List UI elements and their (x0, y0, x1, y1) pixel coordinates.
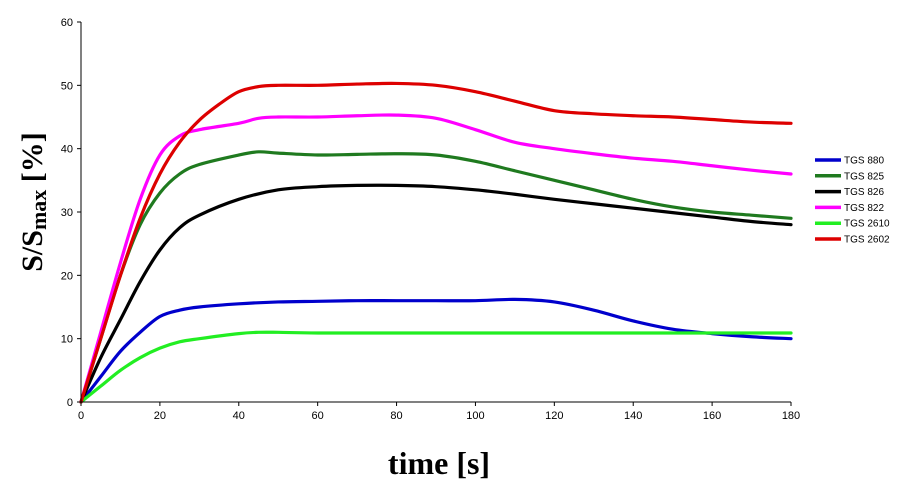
y-axis-title: S/Smax [%] (16, 132, 51, 272)
legend-label-tgs-880: TGS 880 (844, 156, 884, 167)
y-axis-title-suffix: [%] (16, 132, 49, 189)
legend-label-tgs-822: TGS 822 (844, 203, 884, 214)
x-tick-label: 160 (703, 410, 721, 422)
x-tick-label: 80 (390, 410, 402, 422)
x-tick-label: 140 (624, 410, 642, 422)
series-line-tgs-825 (79, 150, 793, 404)
series-line-tgs-822 (79, 113, 793, 404)
series-line-tgs-2610 (79, 330, 793, 404)
plot-area (81, 22, 791, 402)
x-tick-label: 60 (312, 410, 324, 422)
series-line-tgs-826 (79, 183, 793, 404)
y-tick-label: 0 (67, 397, 73, 409)
x-tick-label: 180 (782, 410, 800, 422)
y-tick-label: 10 (61, 334, 73, 346)
legend: TGS 880 TGS 825 TGS 826 TGS 822 TGS 2610 TGS … (815, 156, 890, 246)
series-line-tgs-2602 (79, 81, 793, 404)
series-layer (79, 81, 793, 404)
legend-label-tgs-2610: TGS 2610 (844, 219, 890, 230)
y-axis-title-main: S/S (16, 230, 49, 272)
y-tick-label: 60 (61, 17, 73, 29)
legend-label-tgs-825: TGS 825 (844, 171, 884, 182)
legend-label-tgs-826: TGS 826 (844, 187, 884, 198)
series-line-tgs-880 (79, 297, 793, 404)
y-axis-title-sub: max (26, 190, 51, 230)
x-tick-label: 40 (233, 410, 245, 422)
x-tick-label: 20 (154, 410, 166, 422)
legend-label-tgs-2602: TGS 2602 (844, 235, 890, 246)
y-tick-label: 30 (61, 207, 73, 219)
y-tick-label: 40 (61, 144, 73, 156)
x-tick-label: 0 (78, 410, 84, 422)
x-axis-title: time [s] (388, 445, 490, 481)
x-tick-label: 100 (466, 410, 484, 422)
x-tick-label: 120 (545, 410, 563, 422)
y-tick-label: 50 (61, 80, 73, 92)
plot-background (81, 22, 791, 402)
ticks-layer: 0 20 40 60 80 100 120 140 160 180 0 10 20 30 40 50 60 (61, 17, 800, 422)
y-tick-label: 20 (61, 270, 73, 282)
